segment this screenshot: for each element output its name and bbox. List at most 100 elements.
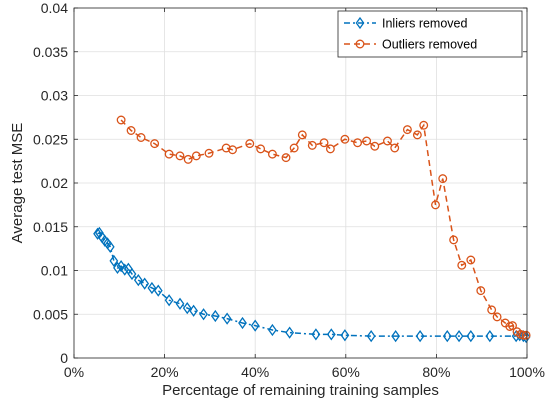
data-point <box>105 240 115 253</box>
axis-ticks: 0% 20% 40% 60% 80% 100% 0 0.005 0.01 0.015 0.02 0.0… <box>33 0 545 380</box>
x-tick-label: 80% <box>422 364 450 380</box>
data-point <box>391 330 401 343</box>
data-point <box>297 130 307 140</box>
data-point <box>120 263 130 276</box>
data-point <box>199 308 208 321</box>
data-point <box>256 144 266 154</box>
x-tick-label: 60% <box>332 364 360 380</box>
data-point <box>222 312 232 325</box>
legend-marker-sample <box>355 39 365 49</box>
data-point <box>466 330 476 343</box>
data-point <box>281 153 291 163</box>
y-tick-label: 0.02 <box>41 175 68 191</box>
y-tick-label: 0.01 <box>41 263 68 279</box>
data-point <box>267 149 277 159</box>
legend: Inliers removed Outliers removed <box>337 10 523 58</box>
data-point <box>204 148 214 158</box>
data-point <box>268 323 277 337</box>
data-point <box>245 139 255 149</box>
data-point <box>250 319 260 332</box>
y-tick-label: 0.035 <box>33 44 68 60</box>
data-point <box>340 329 350 342</box>
data-point <box>116 115 126 125</box>
data-point <box>183 154 193 164</box>
data-point <box>191 151 201 161</box>
x-tick-label: 100% <box>509 364 545 380</box>
data-point <box>164 294 174 307</box>
y-tick-label: 0.015 <box>33 219 68 235</box>
data-point <box>370 141 380 151</box>
data-point <box>492 312 502 322</box>
data-point <box>449 235 459 245</box>
legend-entry-outliers: Outliers removed <box>344 38 477 52</box>
data-point <box>147 281 157 295</box>
data-point <box>113 261 122 274</box>
data-point <box>307 140 317 150</box>
data-point <box>189 304 198 317</box>
data-point <box>289 143 299 153</box>
data-point <box>221 143 231 153</box>
data-point <box>127 267 137 281</box>
data-point <box>285 326 295 339</box>
plot-series <box>93 115 531 344</box>
data-point <box>521 330 531 340</box>
data-point <box>353 138 363 148</box>
legend-box <box>337 10 523 58</box>
y-tick-label: 0.005 <box>33 306 68 322</box>
data-point <box>487 305 497 315</box>
data-point <box>383 136 392 146</box>
series-0 <box>93 226 531 344</box>
data-point <box>485 330 495 343</box>
data-point <box>366 330 376 343</box>
data-point <box>362 136 372 146</box>
data-point <box>508 321 517 331</box>
data-point <box>238 316 247 330</box>
data-point <box>521 330 531 344</box>
data-point <box>340 134 350 144</box>
data-point <box>164 149 174 159</box>
data-point <box>431 200 440 210</box>
data-point <box>454 330 464 343</box>
y-tick-label: 0 <box>60 350 68 366</box>
data-point <box>419 120 429 130</box>
data-point <box>228 145 237 155</box>
data-point <box>442 330 452 343</box>
data-point <box>175 151 185 161</box>
x-tick-label: 40% <box>241 364 269 380</box>
data-point <box>175 297 185 310</box>
y-axis-label: Average test MSE <box>9 123 26 244</box>
series-line <box>120 119 527 336</box>
data-point <box>136 133 146 142</box>
data-point <box>116 260 126 273</box>
x-axis-label: Percentage of remaining training samples <box>162 382 439 399</box>
data-point <box>518 330 528 343</box>
data-point <box>311 328 321 341</box>
data-point <box>140 277 150 290</box>
data-point <box>93 227 102 240</box>
x-tick-label: 0% <box>64 364 84 380</box>
data-point <box>109 254 119 267</box>
legend-marker-sample <box>355 16 365 30</box>
data-point <box>476 286 486 296</box>
data-point <box>415 330 425 343</box>
data-point <box>133 274 143 287</box>
legend-label-outliers: Outliers removed <box>382 38 477 52</box>
data-point <box>402 125 412 135</box>
data-point <box>326 328 336 341</box>
y-tick-label: 0.04 <box>41 0 68 16</box>
data-point <box>457 260 467 270</box>
series-1 <box>116 115 531 340</box>
data-point <box>438 174 448 184</box>
data-point <box>210 309 220 323</box>
data-point <box>390 143 400 153</box>
y-tick-label: 0.025 <box>33 131 68 147</box>
data-point <box>126 126 136 135</box>
data-point <box>182 302 192 315</box>
data-point <box>150 139 160 149</box>
data-point <box>153 284 163 297</box>
data-point <box>466 255 476 265</box>
x-tick-label: 20% <box>151 364 179 380</box>
data-point <box>325 144 335 154</box>
